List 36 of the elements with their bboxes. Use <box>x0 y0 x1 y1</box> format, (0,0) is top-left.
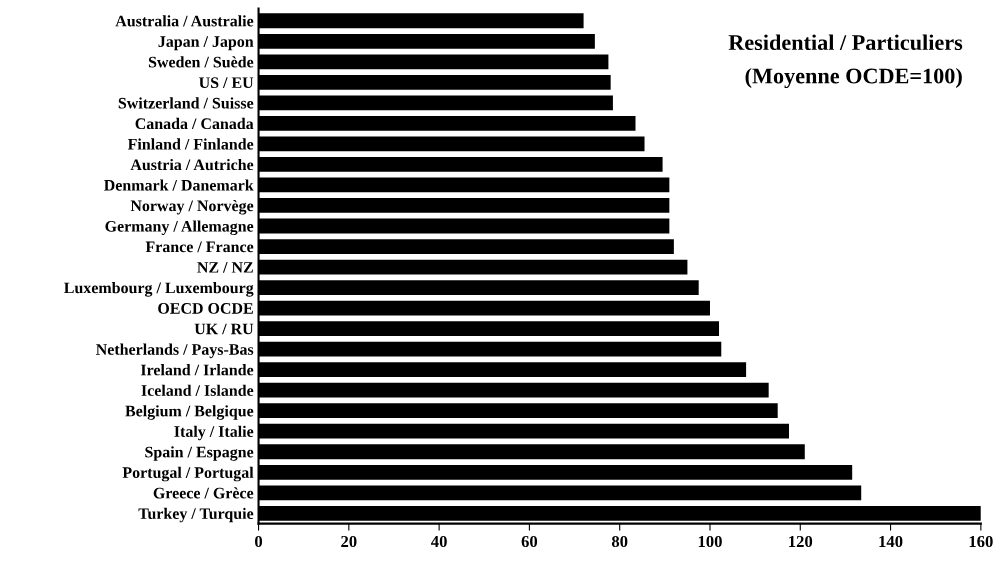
y-tick-label: Japan / Japon <box>158 36 254 51</box>
y-tick-label: Denmark / Danemark <box>104 179 254 191</box>
y-tick-label: Australia / Australie <box>115 15 254 27</box>
y-tick-label: US / EU <box>199 77 254 89</box>
y-tick-label: Ireland / Irlande <box>140 364 254 376</box>
y-tick-label: Italy / Italie <box>174 425 254 441</box>
y-tick-label: Netherlands / Pays-Bas <box>96 343 254 359</box>
y-tick-label: Portugal / Portugal <box>122 466 254 482</box>
y-tick-label: Spain / Espagne <box>145 446 254 461</box>
y-tick-label: OECD OCDE <box>158 303 253 314</box>
y-tick-label: Luxembourg / Luxembourg <box>64 282 254 297</box>
x-tick-label: 120 <box>789 535 813 548</box>
text: (Moyenne OCDE=100) <box>745 67 962 89</box>
x-tick-label: 80 <box>611 535 628 548</box>
y-tick-label: NZ / NZ <box>197 262 253 273</box>
y-tick-label: Switzerland / Suisse <box>118 97 254 109</box>
y-tick-label: Sweden / Suède <box>148 56 254 68</box>
x-tick-label: 0 <box>255 535 263 548</box>
text: Residential / Particuliers <box>728 34 963 51</box>
y-tick-label: Austria / Autriche <box>130 158 254 171</box>
y-tick-label: Greece / Grèce <box>153 487 254 499</box>
x-tick-label: 20 <box>341 535 357 548</box>
y-tick-label: UK / RU <box>194 323 254 335</box>
x-tick-label: 100 <box>698 535 722 548</box>
x-tick-label: 40 <box>431 535 447 548</box>
y-tick-label: Canada / Canada <box>135 117 254 130</box>
x-tick-label: 60 <box>521 535 538 548</box>
y-tick-label: Iceland / Islande <box>141 384 254 396</box>
y-tick-label: Norway / Norvège <box>130 199 254 215</box>
y-tick-label: Finland / Finlande <box>127 138 254 150</box>
y-tick-label: Belgium / Belgique <box>125 405 254 420</box>
y-tick-label: Germany / Allemagne <box>105 220 254 236</box>
x-tick-label: 160 <box>969 535 993 548</box>
y-tick-label: Turkey / Turquie <box>138 507 254 523</box>
x-tick-label: 140 <box>879 535 903 548</box>
y-tick-label: France / France <box>145 241 254 253</box>
